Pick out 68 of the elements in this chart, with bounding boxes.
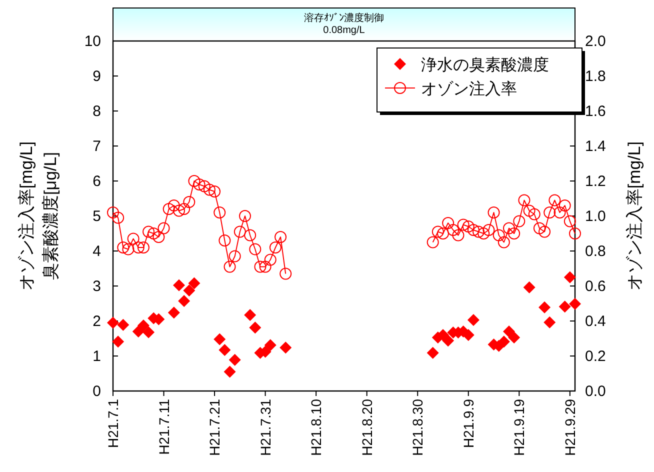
y2-tick-label: 0.6 <box>585 278 606 295</box>
y2-tick-label: 0.8 <box>585 243 606 260</box>
x-tick-label: H21.7.21 <box>206 398 223 456</box>
point <box>112 336 124 348</box>
x-tick-label: H21.9.29 <box>562 398 578 456</box>
point <box>218 344 231 356</box>
y-tick-label: 4 <box>92 243 101 260</box>
x-tick-label: H21.9.19 <box>511 398 528 456</box>
point <box>538 301 551 314</box>
y-tick-label: 0 <box>92 383 101 400</box>
point <box>508 331 520 344</box>
legend-label: オゾン注入率 <box>421 80 517 98</box>
x-tick-label: H21.7.1 <box>105 398 121 448</box>
legend-label: 浄水の臭素酸濃度 <box>421 56 549 74</box>
y2-tick-label: 0.2 <box>585 348 606 365</box>
text: 溶存ｵｿﾞﾝ濃度制御 0.08mg/L <box>304 12 384 36</box>
y2-tick-label: 1.8 <box>585 68 606 85</box>
point <box>249 322 262 334</box>
point <box>498 336 510 348</box>
y2-axis-title: オゾン注入率[mg/L] <box>625 141 644 291</box>
point <box>132 326 144 338</box>
point <box>117 318 130 331</box>
y-tick-label: 10 <box>84 33 101 50</box>
point <box>280 342 292 354</box>
point <box>228 354 241 366</box>
y-tick-label: 3 <box>92 278 101 295</box>
point <box>442 334 454 347</box>
point <box>214 333 226 346</box>
point <box>107 316 119 329</box>
point <box>168 306 180 319</box>
point <box>142 326 155 338</box>
y-tick-label: 9 <box>92 68 101 85</box>
point <box>264 339 276 352</box>
point <box>523 281 536 294</box>
x-tick-label: H21.7.31 <box>257 398 274 456</box>
y-tick-label: 1 <box>92 348 101 365</box>
y-tick-label: 5 <box>92 208 101 225</box>
x-tick-label: H21.8.30 <box>410 398 426 456</box>
y2-tick-label: 1.6 <box>585 103 606 120</box>
y2-tick-label: 0.4 <box>585 313 606 330</box>
y2-tick-label: 2.0 <box>585 33 606 50</box>
point <box>224 366 236 378</box>
point <box>137 320 150 332</box>
point <box>569 298 581 310</box>
y-tick-label: 2 <box>92 313 101 330</box>
y-tick-label: 6 <box>92 173 101 190</box>
y-tick-label: 8 <box>92 103 101 120</box>
point <box>467 314 480 326</box>
x-tick-label: H21.9.9 <box>460 398 476 448</box>
y2-tick-label: 0.0 <box>585 383 606 400</box>
y2-tick-label: 1.4 <box>585 138 606 155</box>
y-axis-title: オゾン注入率[mg/L] 臭素酸濃度[μg/L] <box>17 141 60 291</box>
x-tick-label: H21.8.10 <box>308 398 324 456</box>
x-tick-label: H21.7.11 <box>156 398 172 455</box>
point <box>183 284 196 297</box>
point <box>558 300 571 313</box>
y-tick-label: 7 <box>92 138 101 155</box>
point <box>544 316 556 328</box>
point <box>178 295 190 308</box>
point <box>188 277 200 290</box>
point <box>503 326 515 338</box>
y2-tick-label: 1.0 <box>585 208 606 225</box>
point <box>244 309 256 322</box>
x-tick-label: H21.8.20 <box>358 398 375 456</box>
point <box>564 271 576 284</box>
point <box>426 346 439 359</box>
y2-tick-label: 1.2 <box>585 173 606 190</box>
point <box>173 279 185 292</box>
